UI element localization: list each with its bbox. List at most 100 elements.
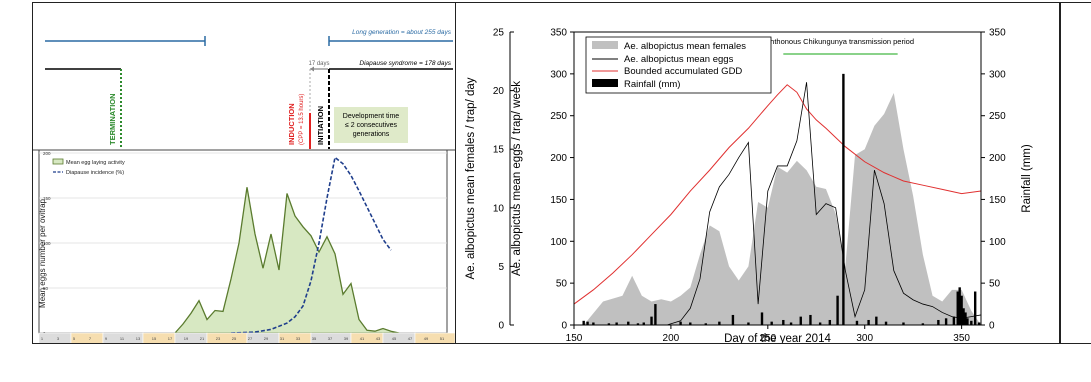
diapause-syndrome-label: Diapause syndrome = 178 days (359, 60, 451, 67)
x-tick-250: 250 (759, 333, 776, 343)
cpp-label: (CPP = 13.5 hours) (299, 94, 305, 145)
week-tick-37: 37 (328, 336, 333, 341)
development-time-box (334, 107, 408, 143)
eggs-tick-100: 100 (550, 237, 567, 248)
cropped-edge-panel (1060, 2, 1091, 344)
females-tick-5: 5 (498, 262, 504, 273)
transmission-period-label: Autochthonous Chikungunya transmission p… (751, 37, 914, 46)
month-band-0 (38, 332, 72, 358)
week-tick-35: 35 (312, 336, 317, 341)
week-tick-43: 43 (376, 336, 381, 341)
seventeen-days-label: 17 days (308, 61, 329, 67)
month-band-5 (206, 332, 248, 358)
rainfall-bar (747, 322, 750, 325)
legend-swatch-egg-laying (52, 158, 64, 165)
legend-swatch-rainfall (592, 79, 618, 87)
rainfall-bar (962, 308, 965, 325)
mosquito-abundance-chart: Autochthonous Chikungunya transmission p… (465, 28, 1033, 346)
legend-label-egg-laying: Mean egg laying activity (66, 160, 125, 166)
rainfall-bar (586, 321, 589, 325)
diapause-incidence-line (230, 156, 392, 334)
rainfall-bar (842, 73, 845, 325)
legend-label-gdd: Bounded accumulated GDD (624, 66, 742, 77)
week-tick-27: 27 (248, 336, 253, 341)
legend-label-rainfall: Rainfall (mm) (624, 79, 680, 90)
week-tick-33: 33 (296, 336, 301, 341)
week-tick-15: 15 (152, 336, 157, 341)
week-tick-19: 19 (184, 336, 189, 341)
rainfall-bar (782, 319, 785, 325)
development-time-line-0: Development time (343, 113, 400, 120)
rainfall-bar (582, 320, 585, 325)
rainfall-bar (966, 318, 969, 325)
development-time-line-1: ≤ 2 consecutives (345, 122, 398, 129)
month-band-11 (414, 332, 456, 358)
week-tick-5: 5 (73, 336, 76, 341)
right-figure-panel: Autochthonous Chikungunya transmission p… (456, 2, 1060, 346)
rainfall-bar (760, 312, 764, 325)
diapause-timeline-chart: Long generation = about 255 days Diapause… (33, 29, 456, 373)
rainfall-bar (944, 318, 948, 325)
initiation-label: INITIATION (316, 106, 325, 145)
week-tick-3: 3 (57, 336, 60, 341)
plot-frame (573, 31, 982, 326)
rainfall-bar (960, 295, 963, 325)
rainfall-bar (809, 314, 812, 325)
y-tick-50: 50 (43, 286, 49, 291)
rainfall-bar (970, 320, 973, 325)
week-tick-9: 9 (105, 336, 108, 341)
eggs-axis-label: Ae. albopictus mean eggs / trap/ week (511, 81, 523, 276)
legend-label-eggs: Ae. albopictus mean eggs (624, 54, 734, 65)
eggs-tick-50: 50 (556, 279, 568, 290)
rainfall-bar (902, 322, 905, 325)
rainfall-bar (689, 322, 692, 325)
y-tick-150: 150 (43, 196, 51, 201)
rainfall-bar (718, 321, 721, 325)
eggs-tick-150: 150 (550, 195, 567, 206)
rainfall-bar (828, 319, 832, 325)
week-tick-41: 41 (360, 336, 365, 341)
legend-label-diapause: Diapause incidence (%) (66, 170, 124, 176)
rainfall-bar (642, 322, 645, 325)
x-tick-200: 200 (663, 333, 680, 343)
rainfall-bar (884, 321, 888, 325)
eggs-tick-250: 250 (550, 111, 567, 122)
rainfall-bar (770, 321, 773, 325)
rain-axis-label: Rainfall (mm) (1021, 144, 1033, 213)
week-tick-7: 7 (89, 336, 92, 341)
rainfall-bar (964, 312, 967, 325)
females-tick-15: 15 (493, 145, 505, 156)
long-generation-label: Long generation = about 255 days (352, 29, 452, 36)
y-axis-label: Mean eggs number per ovitrap (38, 198, 47, 308)
week-tick-49: 49 (424, 336, 429, 341)
week-tick-25: 25 (232, 336, 237, 341)
rainfall-bar (627, 321, 630, 325)
rainfall-bar (958, 287, 961, 325)
induction-label: INDUCTION (287, 103, 296, 145)
eggs-tick-200: 200 (550, 153, 567, 164)
rainfall-bar (731, 314, 735, 325)
development-time-line-2: generations (353, 131, 390, 138)
rainfall-bar (855, 320, 859, 325)
eggs-tick-350: 350 (550, 28, 567, 39)
week-tick-31: 31 (280, 336, 285, 341)
week-tick-39: 39 (344, 336, 349, 341)
eggs-tick-300: 300 (550, 69, 567, 80)
rainfall-bar (921, 323, 925, 325)
eggs-line (666, 82, 982, 326)
females-axis-label: Ae. albopictus mean females / trap/ day (465, 77, 477, 279)
termination-label: TERMINATION (108, 93, 117, 145)
rainfall-bar (650, 316, 653, 325)
month-band-1 (70, 332, 104, 358)
rainfall-bar (977, 322, 981, 325)
females-tick-10: 10 (493, 203, 505, 214)
egg-laying-area (173, 187, 400, 334)
rainfall-bar (592, 322, 595, 325)
x-tick-300: 300 (856, 333, 873, 343)
rain-tick-150: 150 (989, 195, 1006, 206)
females-tick-20: 20 (493, 86, 505, 97)
rainfall-bar (799, 316, 802, 325)
legend-swatch-females (592, 41, 618, 49)
rain-tick-200: 200 (989, 153, 1006, 164)
week-tick-51: 51 (440, 336, 445, 341)
